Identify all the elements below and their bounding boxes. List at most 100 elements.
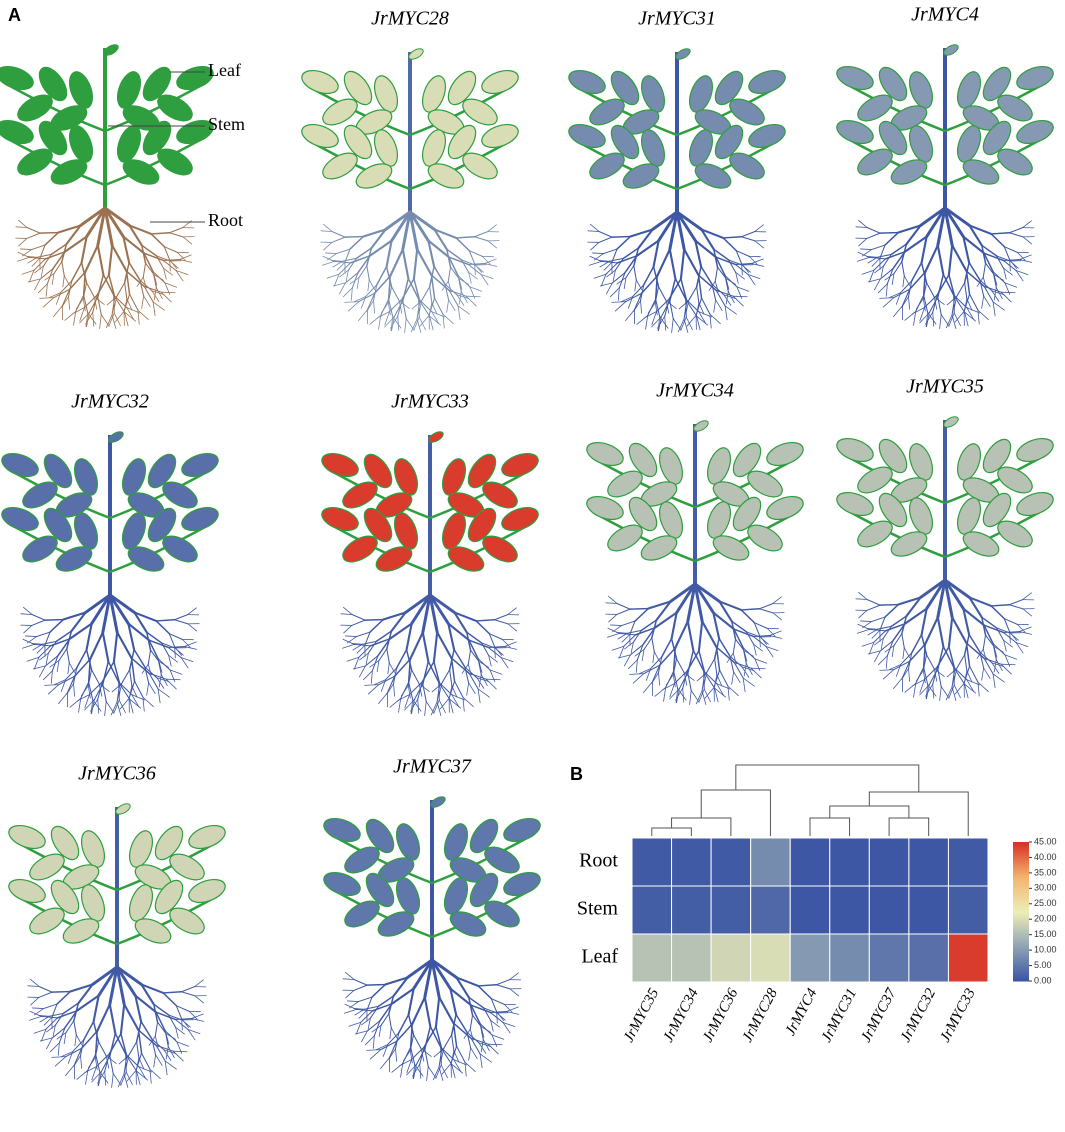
root: [696, 315, 701, 331]
root: [753, 622, 761, 637]
root: [1003, 267, 1007, 280]
root: [504, 646, 518, 650]
root: [942, 273, 955, 296]
root: [611, 645, 625, 651]
root: [61, 261, 65, 277]
root: [992, 673, 1005, 683]
root: [67, 280, 73, 298]
root: [487, 646, 506, 649]
leaf: [628, 442, 658, 478]
leaf: [688, 75, 714, 113]
root: [447, 622, 471, 642]
root: [51, 990, 72, 993]
root: [92, 994, 100, 1023]
heatmap-cell: [868, 837, 910, 887]
leaf: [0, 65, 34, 91]
root: [442, 313, 454, 324]
root: [422, 660, 430, 685]
root: [163, 267, 173, 276]
root: [993, 659, 997, 673]
root: [470, 1037, 489, 1045]
root: [88, 681, 94, 701]
root: [925, 578, 947, 611]
root: [925, 206, 947, 239]
root: [364, 618, 385, 621]
root: [897, 224, 922, 234]
root: [992, 301, 1005, 311]
root: [391, 286, 400, 302]
root: [903, 275, 910, 286]
root: [84, 294, 98, 309]
root: [382, 1044, 389, 1057]
root: [502, 1022, 516, 1028]
leaf: [469, 872, 499, 908]
leaf: [121, 458, 147, 496]
root: [343, 606, 353, 615]
root: [146, 631, 163, 644]
root: [645, 668, 652, 681]
root: [977, 309, 989, 320]
root: [945, 314, 953, 329]
leaf: [610, 124, 640, 160]
root: [472, 1014, 482, 1028]
heatmap-cell: [671, 885, 712, 935]
plant: [836, 44, 1054, 329]
root: [448, 680, 456, 699]
root: [410, 593, 432, 626]
root: [675, 210, 686, 251]
root: [772, 612, 782, 621]
row-label: Stem: [577, 898, 619, 920]
root: [468, 996, 474, 1016]
root: [398, 300, 403, 314]
root: [92, 1020, 100, 1043]
leaf: [301, 123, 339, 149]
leaf: [748, 69, 786, 95]
dendrogram-link: [829, 805, 910, 818]
root: [353, 643, 371, 647]
root: [407, 1013, 415, 1036]
root: [765, 646, 779, 652]
root: [160, 291, 172, 303]
root: [936, 244, 945, 276]
root: [474, 264, 484, 273]
root: [366, 1049, 382, 1051]
root: [380, 679, 387, 692]
root: [626, 629, 642, 634]
root: [968, 596, 993, 607]
root: [696, 286, 700, 304]
leaf: [421, 129, 447, 167]
root: [167, 646, 182, 659]
plant-title: JrMYC4: [911, 4, 979, 26]
root: [926, 684, 930, 699]
root: [741, 666, 755, 671]
root: [163, 246, 178, 253]
root: [386, 648, 390, 664]
colorbar-tick-label: 0.00: [1034, 975, 1052, 985]
root: [404, 593, 432, 614]
root: [608, 595, 618, 604]
root: [928, 668, 939, 686]
root: [372, 1035, 375, 1049]
root: [155, 619, 176, 622]
root: [901, 660, 911, 679]
colorbar-segment: [1013, 858, 1029, 862]
root: [123, 293, 131, 312]
root: [485, 678, 501, 681]
leaf: [428, 431, 444, 443]
root: [75, 298, 84, 310]
root: [438, 996, 455, 1025]
root: [861, 641, 875, 647]
root: [433, 265, 446, 285]
root: [50, 670, 53, 684]
root: [93, 296, 105, 305]
leaf: [373, 75, 399, 113]
leaf: [714, 124, 744, 160]
root: [937, 645, 945, 670]
colorbar-tick-label: 40.00: [1034, 852, 1057, 862]
root: [323, 242, 333, 251]
colorbar-segment: [1013, 962, 1029, 966]
leaf: [162, 481, 198, 509]
root: [389, 1027, 392, 1040]
root: [478, 1042, 487, 1054]
root: [612, 625, 622, 633]
